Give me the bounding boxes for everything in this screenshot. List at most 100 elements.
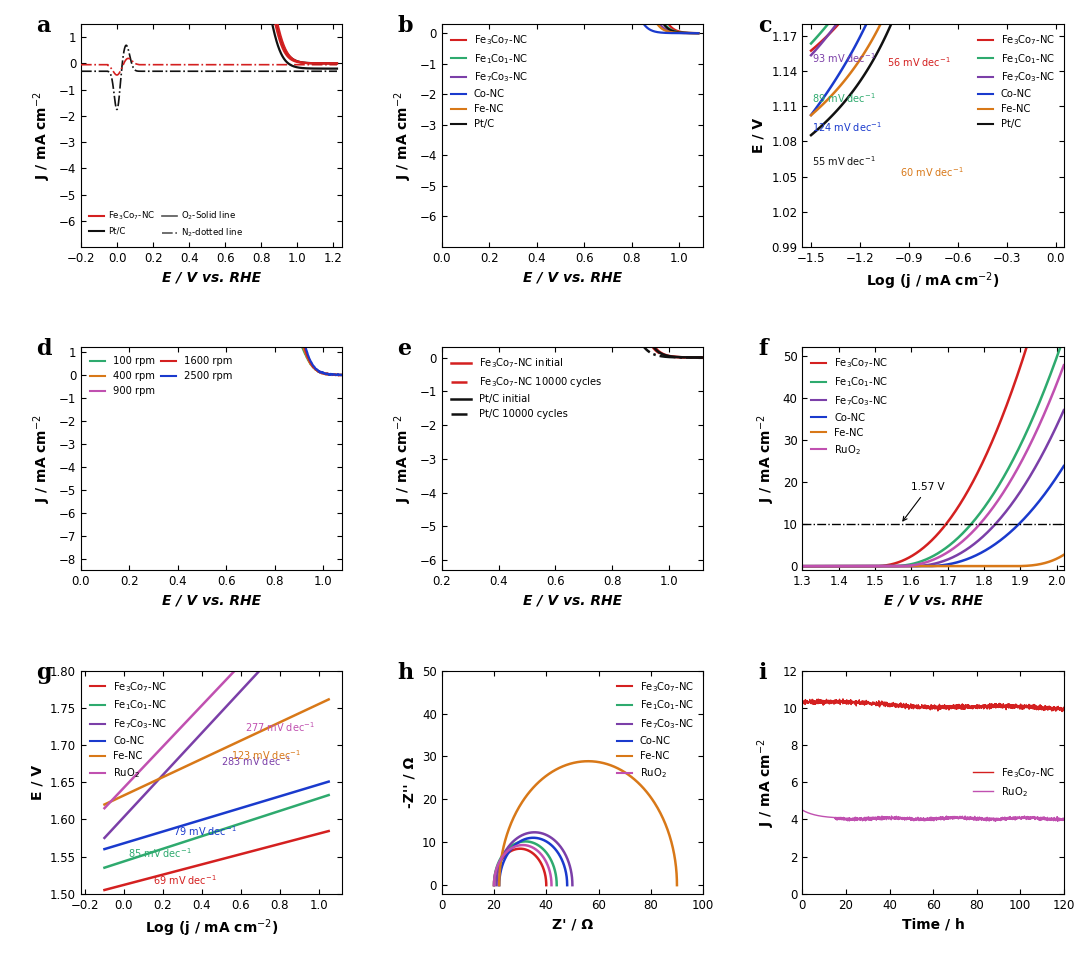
Legend: Fe$_3$Co$_7$-NC initial, Fe$_3$Co$_7$-NC 10000 cycles, Pt/C initial, Pt/C 10000 : Fe$_3$Co$_7$-NC initial, Fe$_3$Co$_7$-NC… (447, 353, 606, 423)
1600 rpm (141, 234, 154, 245)
100 rpm (336, 369, 349, 381)
RuO$_2$ (1057, 813, 1070, 825)
Fe$_3$Co$_7$-NC 10000 cycles (690, 352, 703, 363)
Fe$_3$Co$_7$-NC (1057, 207, 1070, 218)
Line: Fe$_3$Co$_7$-NC: Fe$_3$Co$_7$-NC (802, 699, 1064, 711)
Line: Fe-NC: Fe-NC (499, 761, 677, 885)
1600 rpm (336, 369, 349, 381)
Fe$_1$Co$_1$-NC (201, 828, 214, 840)
RuO$_2$ (809, 809, 822, 821)
Y-axis label: J / mA cm$^{-2}$: J / mA cm$^{-2}$ (392, 91, 414, 180)
Fe$_3$Co$_7$-NC (540, 879, 553, 891)
RuO$_2$ (916, 813, 929, 825)
Line: Fe-NC: Fe-NC (105, 700, 328, 804)
Fe$_3$Co$_7$-NC (487, 879, 500, 891)
Line: 2500 rpm: 2500 rpm (81, 202, 342, 375)
RuO$_2$ (923, 812, 936, 824)
Fe$_1$Co$_1$-NC (528, 838, 541, 850)
Y-axis label: E / V: E / V (752, 118, 766, 153)
1600 rpm (121, 234, 134, 245)
2500 rpm (143, 197, 156, 209)
Fe$_1$Co$_1$-NC (796, 560, 809, 572)
Line: Pt/C 10000 cycles: Pt/C 10000 cycles (442, 170, 703, 357)
RuO$_2$ (316, 572, 329, 583)
X-axis label: Log (j / mA cm$^{-2}$): Log (j / mA cm$^{-2}$) (145, 917, 279, 939)
Text: 69 mV dec$^{-1}$: 69 mV dec$^{-1}$ (153, 873, 217, 887)
Fe$_7$Co$_3$-NC (490, 879, 503, 891)
Fe$_7$Co$_3$-NC (98, 832, 111, 844)
Co-NC (492, 879, 505, 891)
Co-NC (796, 560, 809, 572)
Line: Fe$_7$Co$_3$-NC: Fe$_7$Co$_3$-NC (497, 832, 572, 885)
Legend: Fe$_3$Co$_7$-NC, Fe$_1$Co$_1$-NC, Fe$_7$Co$_3$-NC, Co-NC, Fe-NC, RuO$_2$: Fe$_3$Co$_7$-NC, Fe$_1$Co$_1$-NC, Fe$_7$… (808, 353, 892, 460)
2500 rpm (335, 369, 348, 381)
Line: Fe-NC: Fe-NC (442, 0, 699, 34)
2500 rpm (127, 196, 140, 208)
RuO$_2$ (1050, 813, 1063, 825)
Y-axis label: J / mA cm$^{-2}$: J / mA cm$^{-2}$ (31, 414, 53, 504)
Fe$_3$Co$_7$-NC (523, 846, 536, 857)
Fe-NC (613, 763, 626, 775)
2500 rpm (336, 369, 349, 381)
Fe$_3$Co$_7$-NC 10000 cycles (435, 158, 448, 169)
Fe-NC (971, 560, 984, 572)
RuO$_2$ (971, 522, 984, 533)
Fe$_3$Co$_7$-NC (692, 27, 705, 38)
Text: h: h (397, 662, 414, 684)
Fe$_3$Co$_7$-NC (1002, 701, 1015, 712)
900 rpm (332, 370, 345, 382)
Line: Fe$_3$Co$_7$-NC: Fe$_3$Co$_7$-NC (802, 212, 1064, 566)
Fe-NC (316, 697, 329, 708)
900 rpm (193, 257, 206, 268)
400 rpm (334, 370, 347, 382)
Fe-NC (667, 845, 680, 856)
Text: 79 mV dec$^{-1}$: 79 mV dec$^{-1}$ (173, 824, 237, 838)
Fe$_3$Co$_7$-NC (809, 698, 822, 709)
Fe$_1$Co$_1$-NC (185, 834, 198, 846)
X-axis label: Z' / Ω: Z' / Ω (552, 917, 593, 931)
Fe$_7$Co$_3$-NC (1057, 405, 1070, 416)
Fe$_7$Co$_3$-NC (993, 514, 1005, 526)
Fe$_7$Co$_3$-NC (201, 721, 214, 732)
Fe$_1$Co$_1$-NC (1057, 332, 1070, 343)
Legend: Fe$_3$Co$_7$-NC, RuO$_2$: Fe$_3$Co$_7$-NC, RuO$_2$ (969, 762, 1058, 802)
Fe$_3$Co$_7$-NC initial (591, 154, 604, 165)
X-axis label: E / V vs. RHE: E / V vs. RHE (162, 270, 261, 284)
RuO$_2$ (1002, 812, 1015, 824)
Fe-NC (98, 799, 111, 810)
1600 rpm (249, 234, 262, 245)
Co-NC (537, 834, 550, 846)
900 rpm (121, 257, 134, 268)
400 rpm (143, 285, 156, 297)
Pt/C initial (691, 352, 704, 363)
Text: b: b (397, 15, 413, 37)
Pt/C (692, 27, 705, 38)
Fe$_1$Co$_1$-NC (322, 789, 335, 801)
Line: Co-NC: Co-NC (442, 0, 699, 34)
Fe$_3$Co$_7$-NC initial (561, 153, 573, 164)
Co-NC (557, 857, 570, 869)
Text: i: i (758, 662, 767, 684)
Fe$_3$Co$_7$-NC 10000 cycles (559, 158, 572, 169)
RuO$_2$ (174, 723, 187, 734)
Fe$_7$Co$_3$-NC (565, 865, 578, 876)
Pt/C 10000 cycles (650, 350, 663, 361)
400 rpm (272, 289, 285, 301)
X-axis label: E / V vs. RHE: E / V vs. RHE (523, 270, 622, 284)
Fe-NC (322, 694, 335, 705)
Co-NC (316, 777, 329, 789)
Y-axis label: J / mA cm$^{-2}$: J / mA cm$^{-2}$ (31, 91, 53, 180)
Y-axis label: -Z'' / Ω: -Z'' / Ω (403, 756, 417, 808)
Text: a: a (37, 15, 51, 37)
Legend: Fe$_3$Co$_7$-NC, Fe$_1$Co$_1$-NC, Fe$_7$Co$_3$-NC, Co-NC, Fe-NC, Pt/C: Fe$_3$Co$_7$-NC, Fe$_1$Co$_1$-NC, Fe$_7$… (447, 29, 531, 134)
Fe$_1$Co$_1$-NC (546, 859, 559, 871)
Line: Co-NC: Co-NC (105, 781, 328, 850)
Fe$_1$Co$_1$-NC (993, 479, 1005, 490)
100 rpm (272, 311, 285, 323)
Fe$_3$Co$_7$-NC (796, 560, 809, 572)
Pt/C initial (650, 344, 663, 356)
Line: Fe$_1$Co$_1$-NC: Fe$_1$Co$_1$-NC (442, 0, 699, 33)
Fe-NC (1057, 549, 1070, 560)
Fe-NC (609, 761, 622, 773)
Fe$_7$Co$_3$-NC (100, 829, 113, 841)
